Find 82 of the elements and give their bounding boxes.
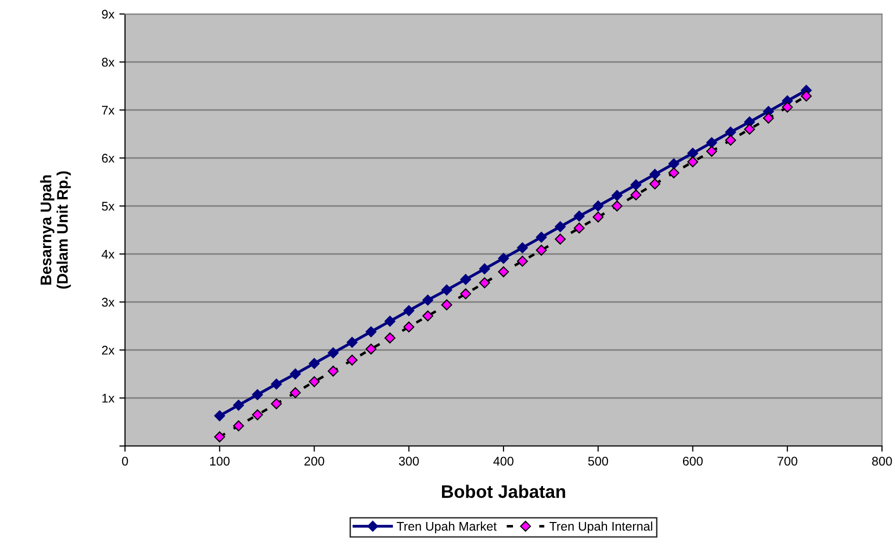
point bbox=[516, 256, 528, 267]
point bbox=[725, 126, 736, 138]
point bbox=[270, 398, 282, 410]
y-tick-label: 6x bbox=[102, 154, 114, 163]
point bbox=[384, 316, 396, 327]
point bbox=[725, 134, 736, 146]
x-axis-title: Bobot Jabatan bbox=[442, 484, 566, 498]
point bbox=[612, 190, 623, 201]
x-tick-label: 800 bbox=[872, 456, 892, 466]
point bbox=[270, 378, 282, 390]
point bbox=[630, 189, 642, 200]
x-tick-label: 500 bbox=[588, 456, 608, 466]
point bbox=[649, 168, 660, 180]
x-tick-label: 200 bbox=[304, 456, 324, 466]
point bbox=[233, 420, 244, 432]
point bbox=[574, 222, 585, 234]
point bbox=[403, 305, 414, 316]
point bbox=[630, 179, 642, 190]
y-tick-label: 7x bbox=[102, 106, 114, 115]
point bbox=[346, 354, 358, 366]
point bbox=[308, 358, 320, 369]
point bbox=[498, 252, 509, 264]
x-tick-label: 300 bbox=[398, 456, 419, 466]
point bbox=[290, 368, 301, 380]
x-tick-label: 400 bbox=[493, 456, 514, 466]
x-tick-label: 700 bbox=[778, 456, 798, 466]
point bbox=[687, 148, 698, 159]
point bbox=[554, 234, 566, 245]
point bbox=[252, 389, 263, 400]
point bbox=[574, 210, 585, 222]
y-tick-label: 9x bbox=[102, 10, 114, 19]
point bbox=[668, 167, 680, 178]
point bbox=[479, 277, 490, 288]
x-tick-label: 600 bbox=[682, 456, 703, 466]
y-tick-label: 2x bbox=[102, 346, 114, 355]
point bbox=[252, 409, 263, 420]
point bbox=[706, 137, 718, 148]
point bbox=[516, 242, 528, 254]
point bbox=[460, 288, 472, 300]
legend-label: Tren Upah Internal bbox=[550, 522, 652, 534]
point bbox=[214, 431, 226, 442]
point bbox=[366, 326, 376, 338]
point bbox=[536, 232, 547, 243]
point bbox=[800, 90, 812, 102]
point bbox=[460, 274, 472, 285]
point bbox=[384, 332, 396, 344]
point bbox=[366, 344, 376, 355]
point bbox=[536, 244, 547, 256]
y-tick-label: 8x bbox=[102, 58, 114, 67]
y-tick-label: 1x bbox=[102, 394, 114, 403]
point bbox=[290, 387, 301, 398]
point bbox=[498, 266, 509, 278]
point bbox=[214, 410, 226, 422]
point bbox=[346, 336, 358, 348]
point bbox=[706, 146, 718, 157]
point bbox=[612, 200, 623, 212]
point bbox=[403, 321, 414, 332]
point bbox=[422, 310, 434, 322]
point bbox=[479, 263, 490, 274]
y-axis-title: Besarnya Upah (Dalam Unit Rp.) bbox=[40, 171, 71, 289]
point bbox=[233, 400, 244, 411]
point bbox=[592, 212, 604, 223]
point bbox=[592, 200, 604, 212]
y-tick-label: 5x bbox=[102, 202, 114, 211]
point bbox=[744, 124, 755, 135]
point bbox=[762, 112, 774, 124]
point bbox=[554, 221, 566, 232]
x-tick-label: 100 bbox=[210, 456, 230, 466]
point bbox=[328, 347, 339, 358]
point bbox=[441, 284, 452, 296]
point bbox=[422, 294, 434, 306]
point bbox=[308, 376, 320, 388]
y-tick-label: 3x bbox=[102, 298, 114, 307]
point bbox=[687, 156, 698, 168]
y-tick-label: 4x bbox=[102, 250, 114, 259]
x-tick-label: 0 bbox=[122, 456, 128, 466]
point bbox=[649, 178, 660, 190]
point bbox=[441, 299, 452, 310]
legend-label: Tren Upah Market bbox=[396, 522, 497, 534]
point bbox=[328, 366, 339, 377]
point bbox=[668, 158, 680, 170]
point bbox=[782, 102, 793, 113]
